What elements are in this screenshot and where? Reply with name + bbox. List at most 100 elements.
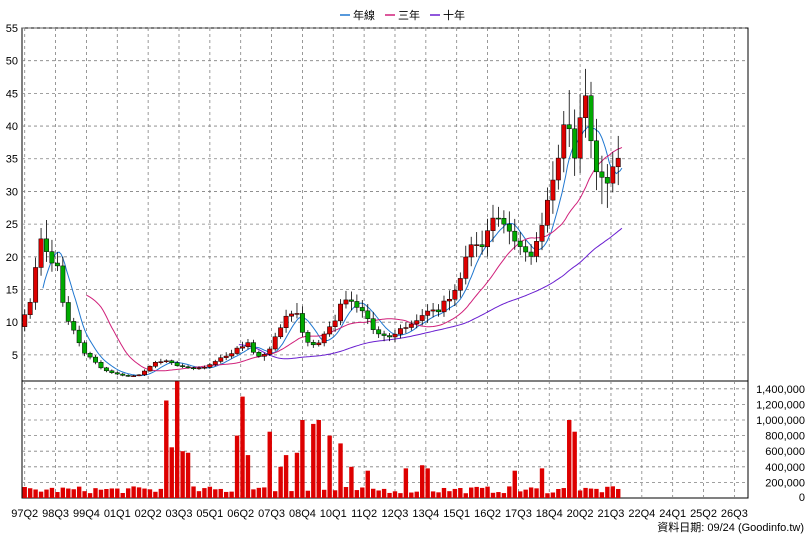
- x-tick-label: 26Q3: [721, 508, 748, 520]
- volume-bar: [98, 489, 104, 498]
- volume-bar: [539, 468, 545, 498]
- candle-body: [593, 140, 599, 173]
- candle-body: [76, 329, 82, 344]
- volume-tick-label: 0: [799, 492, 805, 504]
- volume-bar: [605, 486, 610, 498]
- candle-body: [267, 348, 273, 355]
- candle-body: [338, 303, 343, 322]
- volume-bar: [185, 452, 191, 498]
- candle-body: [158, 361, 164, 363]
- volume-bar: [577, 490, 583, 498]
- volume-bar: [474, 486, 479, 498]
- candle-body: [430, 309, 436, 312]
- candle-body: [463, 256, 469, 279]
- candle-body: [152, 362, 158, 367]
- candle-body: [392, 333, 398, 338]
- price-tick-label: 50: [6, 56, 18, 68]
- volume-bar: [300, 420, 305, 498]
- candle-body: [555, 157, 561, 181]
- candle-body: [485, 230, 490, 248]
- candle-body: [201, 367, 207, 369]
- volume-bar: [387, 492, 392, 498]
- candle-body: [65, 302, 71, 322]
- price-tick-label: 55: [6, 23, 18, 35]
- x-tick-label: 08Q4: [289, 508, 316, 520]
- volume-bar: [44, 489, 49, 498]
- volume-bar: [174, 381, 180, 498]
- volume-bar: [289, 491, 294, 498]
- candle-body: [577, 117, 583, 159]
- volume-tick-label: 800,000: [765, 431, 805, 443]
- volume-bar: [223, 491, 229, 498]
- x-tick-label: 25Q2: [690, 508, 717, 520]
- x-tick-label: 07Q3: [258, 508, 285, 520]
- volume-bar: [267, 431, 272, 498]
- candle-body: [381, 333, 387, 336]
- volume-tick-label: 1,200,000: [756, 399, 805, 411]
- volume-bar: [523, 489, 528, 498]
- volume-bar: [501, 493, 507, 498]
- volume-bar: [27, 488, 33, 498]
- volume-tick-label: 1,000,000: [756, 415, 805, 427]
- volume-bar: [202, 488, 207, 498]
- candle-body: [196, 367, 202, 370]
- volume-bar: [109, 488, 115, 498]
- volume-bar: [76, 486, 82, 498]
- candle-body: [539, 225, 545, 242]
- x-tick-label: 10Q1: [320, 508, 347, 520]
- price-tick-label: 10: [6, 317, 18, 329]
- candle-body: [261, 354, 267, 357]
- volume-bar: [213, 489, 218, 498]
- volume-bar: [38, 491, 44, 498]
- candle-body: [98, 362, 104, 369]
- volume-bar: [33, 489, 38, 498]
- price-tick-label: 35: [6, 154, 18, 166]
- volume-tick-label: 600,000: [765, 446, 805, 458]
- volume-bar: [294, 452, 300, 498]
- candle-body: [125, 375, 131, 377]
- volume-bar: [561, 488, 566, 498]
- volume-bar: [256, 487, 262, 498]
- volume-bar: [365, 470, 370, 498]
- candle-body: [419, 315, 425, 321]
- candle-body: [180, 365, 186, 367]
- volume-bar: [131, 486, 136, 498]
- volume-bar: [332, 490, 338, 498]
- volume-bar: [240, 396, 245, 498]
- volume-bar: [550, 492, 556, 498]
- candle-body: [136, 374, 142, 377]
- volume-bar: [485, 486, 490, 498]
- volume-bar: [218, 488, 223, 498]
- volume-bar: [60, 487, 66, 498]
- volume-bar: [479, 487, 485, 498]
- candle-body: [174, 362, 180, 366]
- candle-body: [38, 238, 44, 268]
- candle-body: [370, 318, 376, 330]
- volume-bar: [207, 486, 213, 498]
- x-tick-label: 97Q2: [11, 508, 38, 520]
- volume-bar: [251, 489, 256, 498]
- volume-bar: [518, 491, 523, 498]
- x-tick-label: 99Q4: [73, 508, 100, 520]
- candle-body: [229, 353, 235, 357]
- x-tick-label: 05Q1: [196, 508, 223, 520]
- volume-bar: [283, 455, 289, 498]
- price-tick-label: 20: [6, 252, 18, 264]
- volume-bar: [169, 447, 174, 498]
- candle-body: [272, 336, 278, 350]
- candle-body: [332, 320, 338, 327]
- candle-body: [365, 310, 371, 319]
- volume-bar: [125, 488, 131, 498]
- candle-body: [185, 366, 191, 368]
- candle-body: [114, 372, 120, 375]
- volume-bar: [534, 488, 539, 498]
- volume-bar: [87, 493, 93, 498]
- candle-body: [506, 223, 512, 232]
- candle-body: [256, 352, 262, 357]
- price-tick-label: 5: [12, 350, 18, 362]
- candle-body: [250, 342, 256, 353]
- candle-body: [142, 370, 147, 376]
- candle-body: [359, 307, 365, 312]
- volume-bar: [49, 487, 55, 498]
